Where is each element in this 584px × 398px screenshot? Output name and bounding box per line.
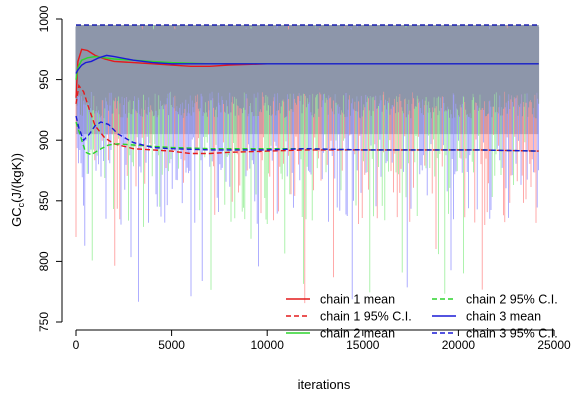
y-tick-label: 950 xyxy=(37,69,51,89)
x-axis-label: iterations xyxy=(298,377,351,392)
x-tick-label: 15000 xyxy=(346,338,380,352)
x-tick-label: 20000 xyxy=(442,338,476,352)
x-tick-label: 10000 xyxy=(251,338,285,352)
legend-label-1: chain 1 mean xyxy=(320,293,395,307)
y-tick-label: 850 xyxy=(37,190,51,210)
legend-label-3: chain 2 mean xyxy=(320,327,395,341)
y-tick-label: 800 xyxy=(37,251,51,271)
y-axis-label-unit: (J/(kgK)) xyxy=(9,153,24,203)
mcmc-trace-lines xyxy=(75,25,540,304)
y-tick-label: 900 xyxy=(37,130,51,150)
legend-label-4: chain 2 95% C.I. xyxy=(466,293,558,307)
y-axis-label: GCc(J/(kgK)) xyxy=(9,153,26,227)
legend-label-6: chain 3 95% C.I. xyxy=(466,327,558,341)
y-tick-label: 750 xyxy=(37,312,51,332)
x-tick-label: 25000 xyxy=(537,338,571,352)
axes: 0 5000 10000 15000 20000 25000 750 800 850 900 950… xyxy=(37,5,571,352)
y-axis-label-subscript: c xyxy=(16,202,26,207)
x-tick-label: 0 xyxy=(73,338,80,352)
trace-core xyxy=(75,25,540,119)
y-axis-label-main: GC xyxy=(9,207,24,227)
series-line-6 xyxy=(75,115,539,152)
series-line-5 xyxy=(75,54,539,74)
y-tick-label: 1000 xyxy=(37,5,51,32)
legend-label-2: chain 1 95% C.I. xyxy=(320,310,412,324)
series-lines xyxy=(75,24,539,156)
x-tick-label: 5000 xyxy=(158,338,185,352)
legend-label-5: chain 3 mean xyxy=(466,310,541,324)
legend: chain 1 mean chain 2 95% C.I. chain 1 95% … xyxy=(286,293,558,341)
